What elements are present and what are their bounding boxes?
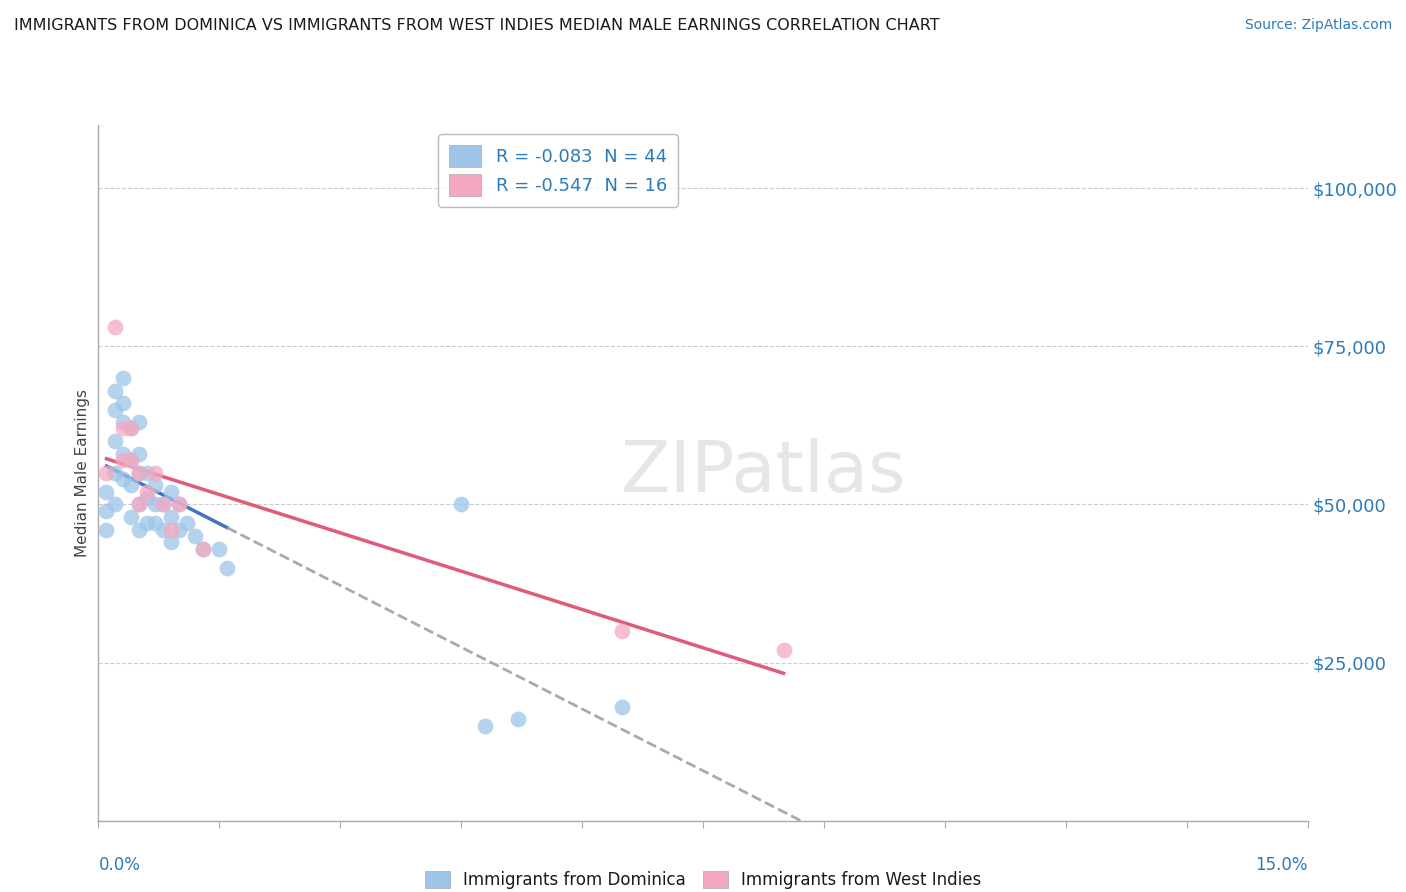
Point (96, 466, 118, 480)
Point (135, 491, 157, 505)
Text: Source: ZipAtlas.com: Source: ZipAtlas.com (1244, 18, 1392, 32)
Point (120, 510, 142, 524)
Point (152, 497, 174, 511)
Point (152, 523, 174, 537)
Point (772, 643, 794, 657)
Point (111, 453, 134, 467)
Point (103, 384, 125, 398)
Point (612, 699, 634, 714)
Legend: Immigrants from Dominica, Immigrants from West Indies: Immigrants from Dominica, Immigrants fro… (418, 864, 988, 892)
Point (176, 516, 198, 531)
Point (135, 516, 157, 531)
Point (111, 472, 134, 486)
Point (120, 453, 142, 467)
Point (103, 402, 125, 417)
Point (208, 541, 231, 556)
Point (120, 453, 142, 467)
Point (160, 523, 183, 537)
Point (167, 497, 190, 511)
Point (135, 466, 157, 480)
Point (96, 504, 118, 518)
Point (167, 523, 190, 537)
Point (143, 466, 166, 480)
Point (143, 478, 166, 492)
Point (103, 466, 125, 480)
Point (120, 421, 142, 435)
Point (193, 541, 215, 556)
Point (160, 510, 183, 524)
Point (160, 484, 183, 499)
Point (111, 415, 134, 429)
Point (128, 447, 150, 461)
Point (143, 516, 166, 531)
Point (120, 421, 142, 435)
Point (111, 421, 134, 435)
Point (450, 497, 472, 511)
Point (103, 434, 125, 449)
Point (111, 447, 134, 461)
Point (128, 415, 150, 429)
Point (160, 535, 183, 549)
Point (103, 320, 125, 334)
Text: IMMIGRANTS FROM DOMINICA VS IMMIGRANTS FROM WEST INDIES MEDIAN MALE EARNINGS COR: IMMIGRANTS FROM DOMINICA VS IMMIGRANTS F… (14, 18, 939, 33)
Point (506, 713, 529, 727)
Point (96, 484, 118, 499)
Point (103, 497, 125, 511)
Point (120, 478, 142, 492)
Point (152, 497, 174, 511)
Point (612, 624, 634, 638)
Point (143, 497, 166, 511)
Text: 15.0%: 15.0% (1256, 856, 1308, 874)
Point (128, 523, 150, 537)
Point (96, 523, 118, 537)
Point (184, 529, 207, 543)
Point (128, 466, 150, 480)
Point (111, 396, 134, 410)
Point (128, 497, 150, 511)
Y-axis label: Median Male Earnings: Median Male Earnings (75, 389, 90, 557)
Text: 0.0%: 0.0% (98, 856, 141, 874)
Point (135, 484, 157, 499)
Text: ZIPatlas: ZIPatlas (620, 438, 907, 508)
Point (474, 719, 496, 733)
Point (193, 541, 215, 556)
Point (167, 497, 190, 511)
Point (128, 497, 150, 511)
Point (128, 466, 150, 480)
Point (217, 560, 239, 574)
Point (111, 371, 134, 385)
